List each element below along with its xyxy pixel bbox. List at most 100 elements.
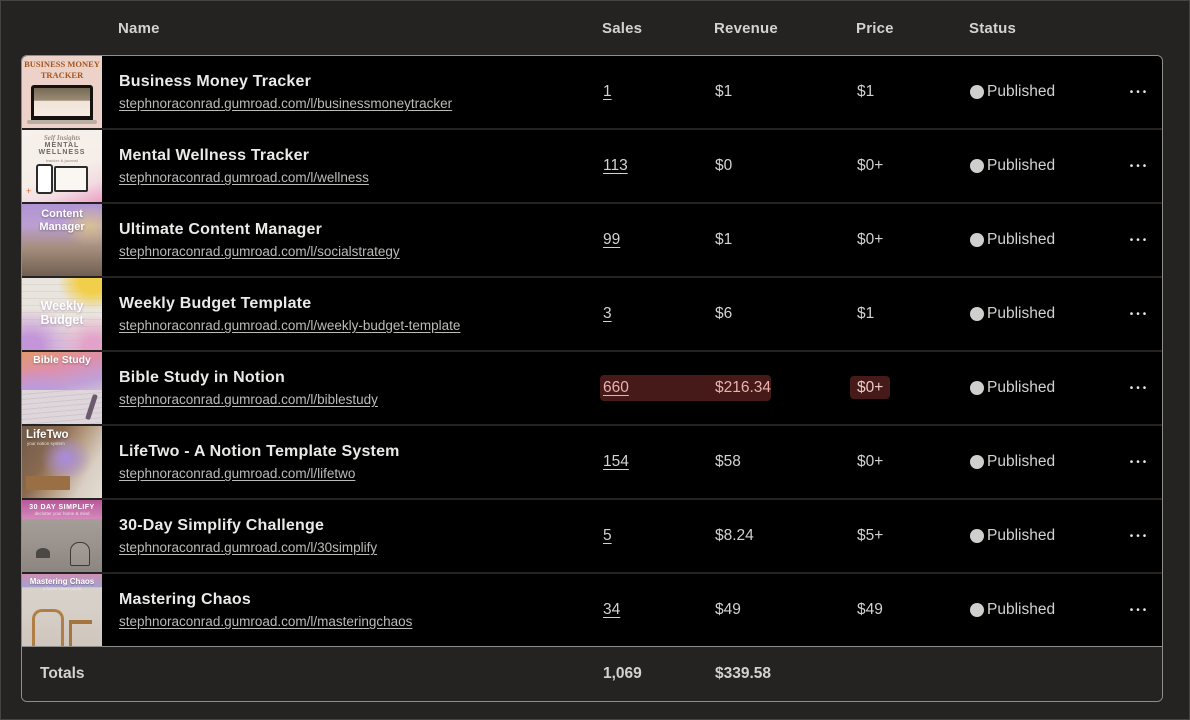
- product-name-cell: 30-Day Simplify Challenge stephnoraconra…: [102, 517, 603, 555]
- product-title: Business Money Tracker: [119, 73, 312, 90]
- price-cell: $0+: [857, 231, 970, 249]
- product-thumbnail[interactable]: LifeTwo your notion system: [22, 426, 102, 498]
- sales-cell: 3: [603, 305, 715, 323]
- chair-graphic: [32, 609, 64, 646]
- status-label: Published: [987, 305, 1056, 322]
- sales-count-link[interactable]: 3: [603, 305, 612, 322]
- price-cell: $0+: [857, 157, 970, 175]
- thumb-text: MENTAL WELLNESS: [38, 142, 86, 156]
- row-menu-ellipsis-icon[interactable]: •••: [1129, 456, 1150, 468]
- table-row[interactable]: BUSINESS MONEY TRACKER Business Money Tr…: [22, 56, 1162, 128]
- column-header-sales: Sales: [602, 19, 643, 37]
- status-label: Published: [987, 231, 1056, 248]
- table-row[interactable]: 30 DAY SIMPLIFY declutter your home & mi…: [22, 500, 1162, 572]
- product-thumbnail[interactable]: 30 DAY SIMPLIFY declutter your home & mi…: [22, 500, 102, 572]
- row-menu-ellipsis-icon[interactable]: •••: [1129, 308, 1150, 320]
- product-thumbnail[interactable]: Content Manager: [22, 204, 102, 276]
- product-thumbnail[interactable]: BUSINESS MONEY TRACKER: [22, 56, 102, 128]
- row-menu-ellipsis-icon[interactable]: •••: [1129, 604, 1150, 616]
- product-url-link[interactable]: stephnoraconrad.gumroad.com/l/wellness: [119, 170, 369, 185]
- phone-graphic: [36, 164, 53, 194]
- thumb-text: Bible Study: [33, 354, 91, 366]
- product-url-link[interactable]: stephnoraconrad.gumroad.com/l/lifetwo: [119, 466, 356, 481]
- product-name-cell: Ultimate Content Manager stephnoraconrad…: [102, 221, 603, 259]
- status-dot-icon: [970, 455, 984, 469]
- status-label: Published: [987, 83, 1056, 100]
- column-header-name: Name: [118, 19, 160, 37]
- column-header-price: Price: [856, 19, 894, 37]
- status-dot-icon: [970, 381, 984, 395]
- product-thumbnail[interactable]: Mastering Chaos a home reset guide: [22, 574, 102, 646]
- product-thumbnail[interactable]: Self Insights MENTAL WELLNESS tracker & …: [22, 130, 102, 202]
- tablet-graphic: [54, 166, 88, 192]
- row-menu-ellipsis-icon[interactable]: •••: [1129, 160, 1150, 172]
- status-cell: Published: [970, 305, 1117, 323]
- status-cell: Published: [970, 231, 1117, 249]
- product-thumbnail[interactable]: Bible Study: [22, 352, 102, 424]
- status-cell: Published: [970, 527, 1117, 545]
- thumb-text: 30 DAY SIMPLIFY: [29, 504, 95, 511]
- price-value: $0+: [850, 376, 891, 399]
- row-menu-ellipsis-icon[interactable]: •••: [1129, 382, 1150, 394]
- price-value: $5+: [857, 527, 884, 544]
- table-row[interactable]: Bible Study Bible Study in Notion stephn…: [22, 352, 1162, 424]
- sales-count-link[interactable]: 5: [603, 527, 612, 544]
- status-cell: Published: [970, 83, 1117, 101]
- totals-sales-value: 1,069: [603, 665, 642, 682]
- revenue-cell: $8.24: [715, 527, 754, 544]
- table-row[interactable]: Self Insights MENTAL WELLNESS tracker & …: [22, 130, 1162, 202]
- table-row[interactable]: Content Manager Ultimate Content Manager …: [22, 204, 1162, 276]
- row-menu-ellipsis-icon[interactable]: •••: [1129, 530, 1150, 542]
- totals-revenue-value: $339.58: [715, 665, 772, 682]
- product-url-link[interactable]: stephnoraconrad.gumroad.com/l/30simplify: [119, 540, 378, 555]
- product-url-link[interactable]: stephnoraconrad.gumroad.com/l/masteringc…: [119, 614, 413, 629]
- sales-cell: 5: [603, 527, 715, 545]
- table-row[interactable]: Weekly Budget Weekly Budget Template step…: [22, 278, 1162, 350]
- price-value: $0+: [857, 231, 884, 248]
- product-thumbnail[interactable]: Weekly Budget: [22, 278, 102, 350]
- totals-label: Totals: [40, 665, 85, 682]
- plant-graphic: [36, 548, 50, 558]
- price-cell: $49: [857, 601, 970, 619]
- sales-count-link[interactable]: 1: [603, 83, 612, 100]
- sales-count-link[interactable]: 99: [603, 231, 621, 248]
- sales-cell: 1: [603, 83, 715, 101]
- products-table: BUSINESS MONEY TRACKER Business Money Tr…: [21, 55, 1163, 702]
- sales-count-link[interactable]: 113: [603, 157, 628, 174]
- price-value: $49: [857, 601, 883, 618]
- product-title: Weekly Budget Template: [119, 295, 312, 312]
- table-row[interactable]: LifeTwo your notion system LifeTwo - A N…: [22, 426, 1162, 498]
- product-name-cell: Mental Wellness Tracker stephnoraconrad.…: [102, 147, 603, 185]
- revenue-cell: $1: [715, 83, 733, 100]
- price-cell: $0+: [857, 453, 970, 471]
- product-url-link[interactable]: stephnoraconrad.gumroad.com/l/businessmo…: [119, 96, 453, 111]
- table-row[interactable]: Mastering Chaos a home reset guide Maste…: [22, 574, 1162, 646]
- status-cell: Published: [970, 601, 1117, 619]
- product-url-link[interactable]: stephnoraconrad.gumroad.com/l/socialstra…: [119, 244, 400, 259]
- row-menu-ellipsis-icon[interactable]: •••: [1129, 234, 1150, 246]
- sales-count-link[interactable]: 34: [603, 601, 621, 618]
- sales-count-link[interactable]: 660: [603, 379, 629, 396]
- price-value: $0+: [857, 453, 884, 470]
- product-title: LifeTwo - A Notion Template System: [119, 443, 400, 460]
- row-menu-ellipsis-icon[interactable]: •••: [1129, 86, 1150, 98]
- sales-count-link[interactable]: 154: [603, 453, 629, 470]
- thumb-text: Weekly Budget: [40, 299, 84, 327]
- sales-cell: 113: [603, 157, 715, 175]
- price-value: $1: [857, 83, 875, 100]
- status-label: Published: [987, 527, 1056, 544]
- revenue-cell: $49: [715, 601, 741, 618]
- product-title: Mental Wellness Tracker: [119, 147, 310, 164]
- status-dot-icon: [970, 85, 984, 99]
- revenue-cell: $58: [715, 453, 741, 470]
- sales-cell: 660: [603, 379, 715, 397]
- product-title: Ultimate Content Manager: [119, 221, 323, 238]
- status-dot-icon: [970, 233, 984, 247]
- column-header-revenue: Revenue: [714, 19, 778, 37]
- status-cell: Published: [970, 157, 1117, 175]
- status-label: Published: [987, 379, 1056, 396]
- product-url-link[interactable]: stephnoraconrad.gumroad.com/l/biblestudy: [119, 392, 378, 407]
- price-cell: $1: [857, 83, 970, 101]
- product-url-link[interactable]: stephnoraconrad.gumroad.com/l/weekly-bud…: [119, 318, 461, 333]
- birdcage-graphic: [70, 542, 90, 566]
